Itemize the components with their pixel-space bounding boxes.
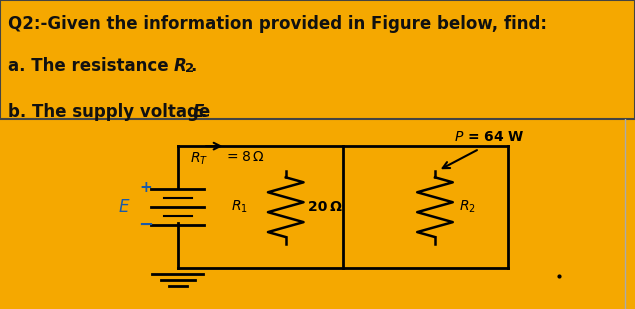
Text: $= 8\,\Omega$: $= 8\,\Omega$	[224, 150, 264, 164]
Text: $P$ = 64 W: $P$ = 64 W	[454, 129, 525, 144]
Text: .: .	[201, 104, 207, 121]
Text: b. The supply voltage: b. The supply voltage	[8, 104, 216, 121]
Text: .: .	[190, 57, 197, 75]
Text: 2: 2	[185, 62, 194, 75]
Text: 20 Ω: 20 Ω	[308, 200, 342, 214]
Text: R: R	[173, 57, 186, 75]
Text: $R_T$: $R_T$	[190, 150, 209, 167]
Text: −: −	[138, 216, 154, 234]
FancyBboxPatch shape	[0, 0, 635, 119]
Text: +: +	[140, 180, 152, 195]
Text: $R_2$: $R_2$	[459, 199, 476, 215]
Text: $E$: $E$	[117, 198, 130, 216]
Text: Q2:-Given the information provided in Figure below, find:: Q2:-Given the information provided in Fi…	[8, 15, 547, 33]
Text: a. The resistance: a. The resistance	[8, 57, 174, 75]
Text: E: E	[192, 104, 204, 121]
Text: $R_1$: $R_1$	[231, 199, 248, 215]
